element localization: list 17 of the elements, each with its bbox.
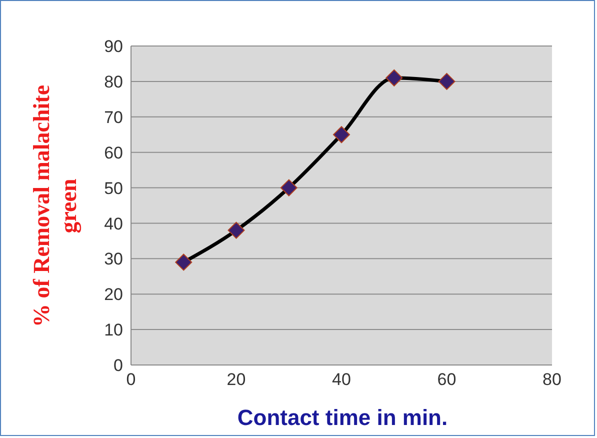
x-tick-label: 0 bbox=[126, 370, 136, 390]
x-axis-title: Contact time in min. bbox=[236, 405, 449, 431]
y-tick-label: 50 bbox=[104, 178, 123, 198]
y-tick-label: 30 bbox=[104, 250, 123, 269]
y-axis-title: % of Removal malachite green bbox=[28, 84, 82, 330]
x-tick-label: 40 bbox=[332, 370, 351, 390]
y-tick-label: 80 bbox=[104, 72, 123, 92]
y-tick-label: 40 bbox=[104, 214, 123, 234]
x-tick-label: 60 bbox=[437, 370, 456, 390]
y-tick-label: 70 bbox=[104, 108, 123, 127]
x-tick-label: 20 bbox=[226, 370, 246, 390]
x-tick-label: 80 bbox=[542, 370, 562, 390]
y-tick-label: 10 bbox=[104, 320, 123, 340]
y-tick-label: 90 bbox=[104, 37, 123, 56]
y-tick-label: 0 bbox=[114, 356, 123, 376]
y-tick-label: 20 bbox=[104, 285, 123, 304]
y-tick-label: 60 bbox=[104, 143, 123, 162]
